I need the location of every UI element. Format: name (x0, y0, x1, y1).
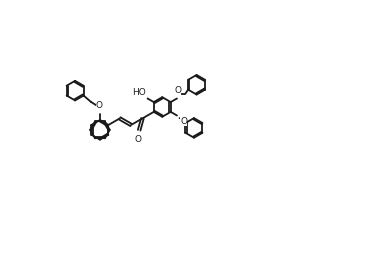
Text: O: O (180, 117, 187, 126)
Text: O: O (135, 135, 142, 144)
Text: O: O (174, 86, 181, 95)
Text: HO: HO (132, 88, 146, 97)
Text: O: O (96, 100, 103, 110)
